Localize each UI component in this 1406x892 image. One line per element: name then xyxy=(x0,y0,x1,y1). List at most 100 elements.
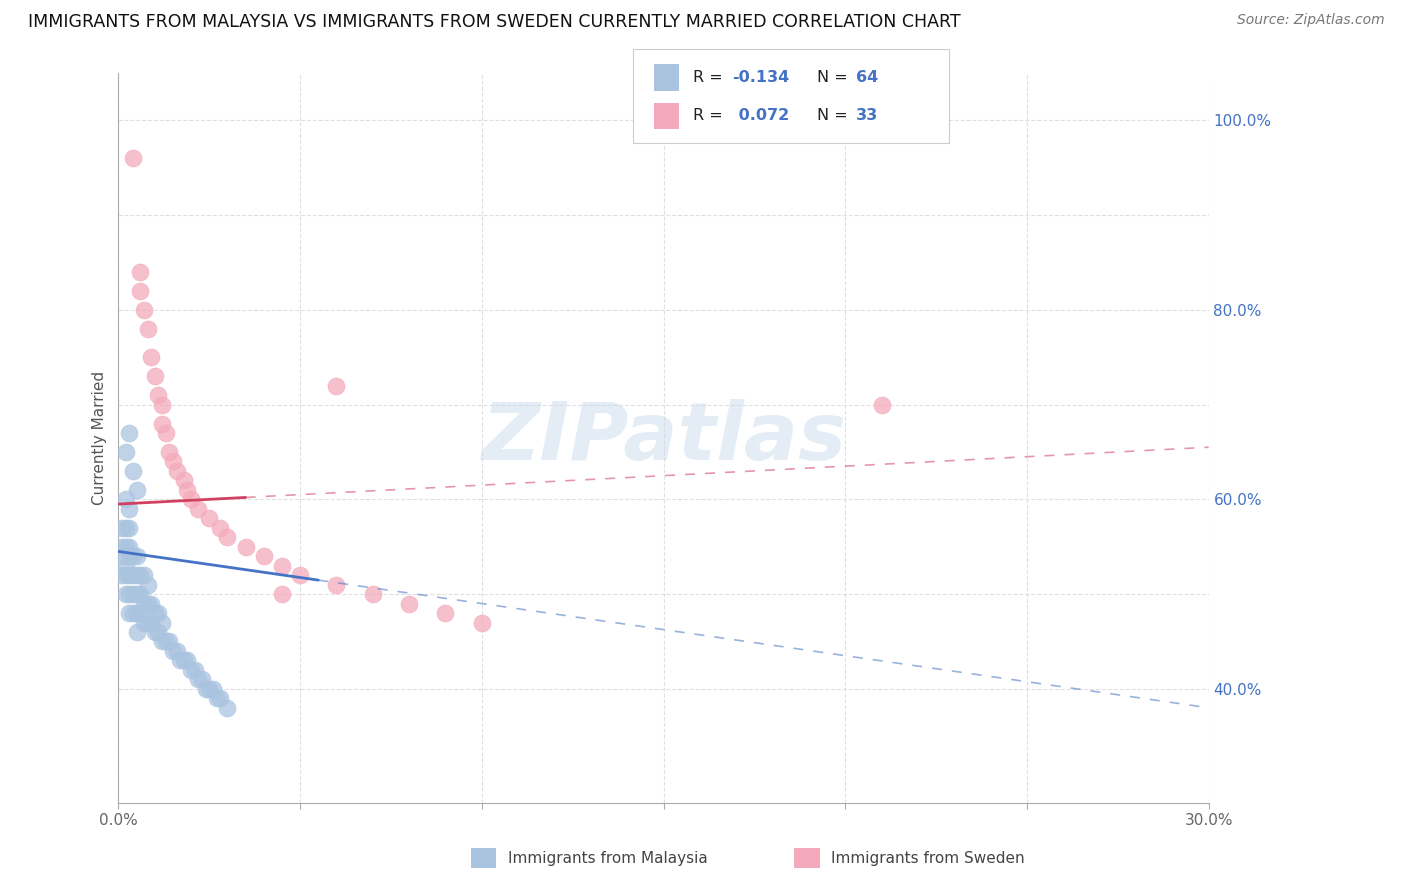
Point xyxy=(150,398,173,412)
Point xyxy=(129,606,152,620)
Point xyxy=(155,425,177,440)
Text: R =: R = xyxy=(693,70,728,85)
Text: -0.134: -0.134 xyxy=(733,70,790,85)
Point xyxy=(129,284,152,298)
Point xyxy=(184,663,207,677)
Point xyxy=(434,606,457,620)
Point xyxy=(114,540,136,554)
Point xyxy=(166,464,188,478)
Point xyxy=(122,464,145,478)
Point xyxy=(157,634,180,648)
Point xyxy=(118,587,141,601)
Point xyxy=(180,492,202,507)
Point xyxy=(166,644,188,658)
Point xyxy=(271,587,294,601)
Point xyxy=(205,691,228,706)
Point xyxy=(111,521,134,535)
Text: ZIPatlas: ZIPatlas xyxy=(481,399,846,476)
Point xyxy=(122,151,145,165)
Point xyxy=(141,350,163,364)
Point xyxy=(141,615,163,630)
Point xyxy=(118,606,141,620)
Point xyxy=(198,511,221,525)
Point xyxy=(471,615,494,630)
Text: 33: 33 xyxy=(856,109,879,123)
Point xyxy=(122,606,145,620)
Point xyxy=(111,549,134,564)
Point xyxy=(148,388,170,402)
Point xyxy=(132,597,155,611)
Point xyxy=(143,624,166,639)
Point xyxy=(150,615,173,630)
Point xyxy=(173,474,195,488)
Point xyxy=(114,558,136,573)
Point xyxy=(125,606,148,620)
Point xyxy=(271,558,294,573)
Point xyxy=(111,540,134,554)
Point xyxy=(148,624,170,639)
Point xyxy=(209,691,232,706)
Point xyxy=(180,663,202,677)
Text: IMMIGRANTS FROM MALAYSIA VS IMMIGRANTS FROM SWEDEN CURRENTLY MARRIED CORRELATION: IMMIGRANTS FROM MALAYSIA VS IMMIGRANTS F… xyxy=(28,13,960,31)
Point xyxy=(118,425,141,440)
Text: 64: 64 xyxy=(856,70,879,85)
Point xyxy=(150,634,173,648)
Point xyxy=(118,501,141,516)
Point xyxy=(132,615,155,630)
Point xyxy=(136,597,159,611)
Point xyxy=(198,681,221,696)
Point xyxy=(173,653,195,667)
Text: Immigrants from Malaysia: Immigrants from Malaysia xyxy=(508,851,707,865)
Point xyxy=(150,417,173,431)
Point xyxy=(187,673,209,687)
Point xyxy=(132,568,155,582)
Point xyxy=(235,540,257,554)
Point xyxy=(325,577,347,591)
Point xyxy=(114,492,136,507)
Point xyxy=(217,700,239,714)
Point xyxy=(118,521,141,535)
Point xyxy=(136,322,159,336)
Point xyxy=(217,530,239,544)
Point xyxy=(132,302,155,317)
Text: N =: N = xyxy=(817,109,853,123)
Point xyxy=(136,615,159,630)
Point xyxy=(325,378,347,392)
Point xyxy=(125,624,148,639)
Point xyxy=(114,521,136,535)
Point xyxy=(129,265,152,279)
Text: Immigrants from Sweden: Immigrants from Sweden xyxy=(831,851,1025,865)
Point xyxy=(125,587,148,601)
Point xyxy=(191,673,214,687)
Text: N =: N = xyxy=(817,70,853,85)
Point xyxy=(157,445,180,459)
Point xyxy=(141,597,163,611)
Point xyxy=(870,398,893,412)
Text: 0.072: 0.072 xyxy=(733,109,789,123)
Point xyxy=(201,681,224,696)
Point xyxy=(169,653,191,667)
Point xyxy=(129,568,152,582)
Point xyxy=(136,577,159,591)
Text: Source: ZipAtlas.com: Source: ZipAtlas.com xyxy=(1237,13,1385,28)
Point xyxy=(114,445,136,459)
Point xyxy=(143,606,166,620)
Point xyxy=(162,644,184,658)
Point xyxy=(118,549,141,564)
Point xyxy=(187,501,209,516)
Point xyxy=(125,483,148,497)
Point xyxy=(253,549,276,564)
Point xyxy=(194,681,217,696)
Point xyxy=(162,454,184,468)
Point xyxy=(125,549,148,564)
Point xyxy=(111,568,134,582)
Point xyxy=(114,568,136,582)
Point xyxy=(176,483,198,497)
Point xyxy=(118,568,141,582)
Text: R =: R = xyxy=(693,109,728,123)
Point xyxy=(398,597,420,611)
Point xyxy=(129,587,152,601)
Point xyxy=(361,587,384,601)
Y-axis label: Currently Married: Currently Married xyxy=(93,371,107,505)
Point xyxy=(209,521,232,535)
